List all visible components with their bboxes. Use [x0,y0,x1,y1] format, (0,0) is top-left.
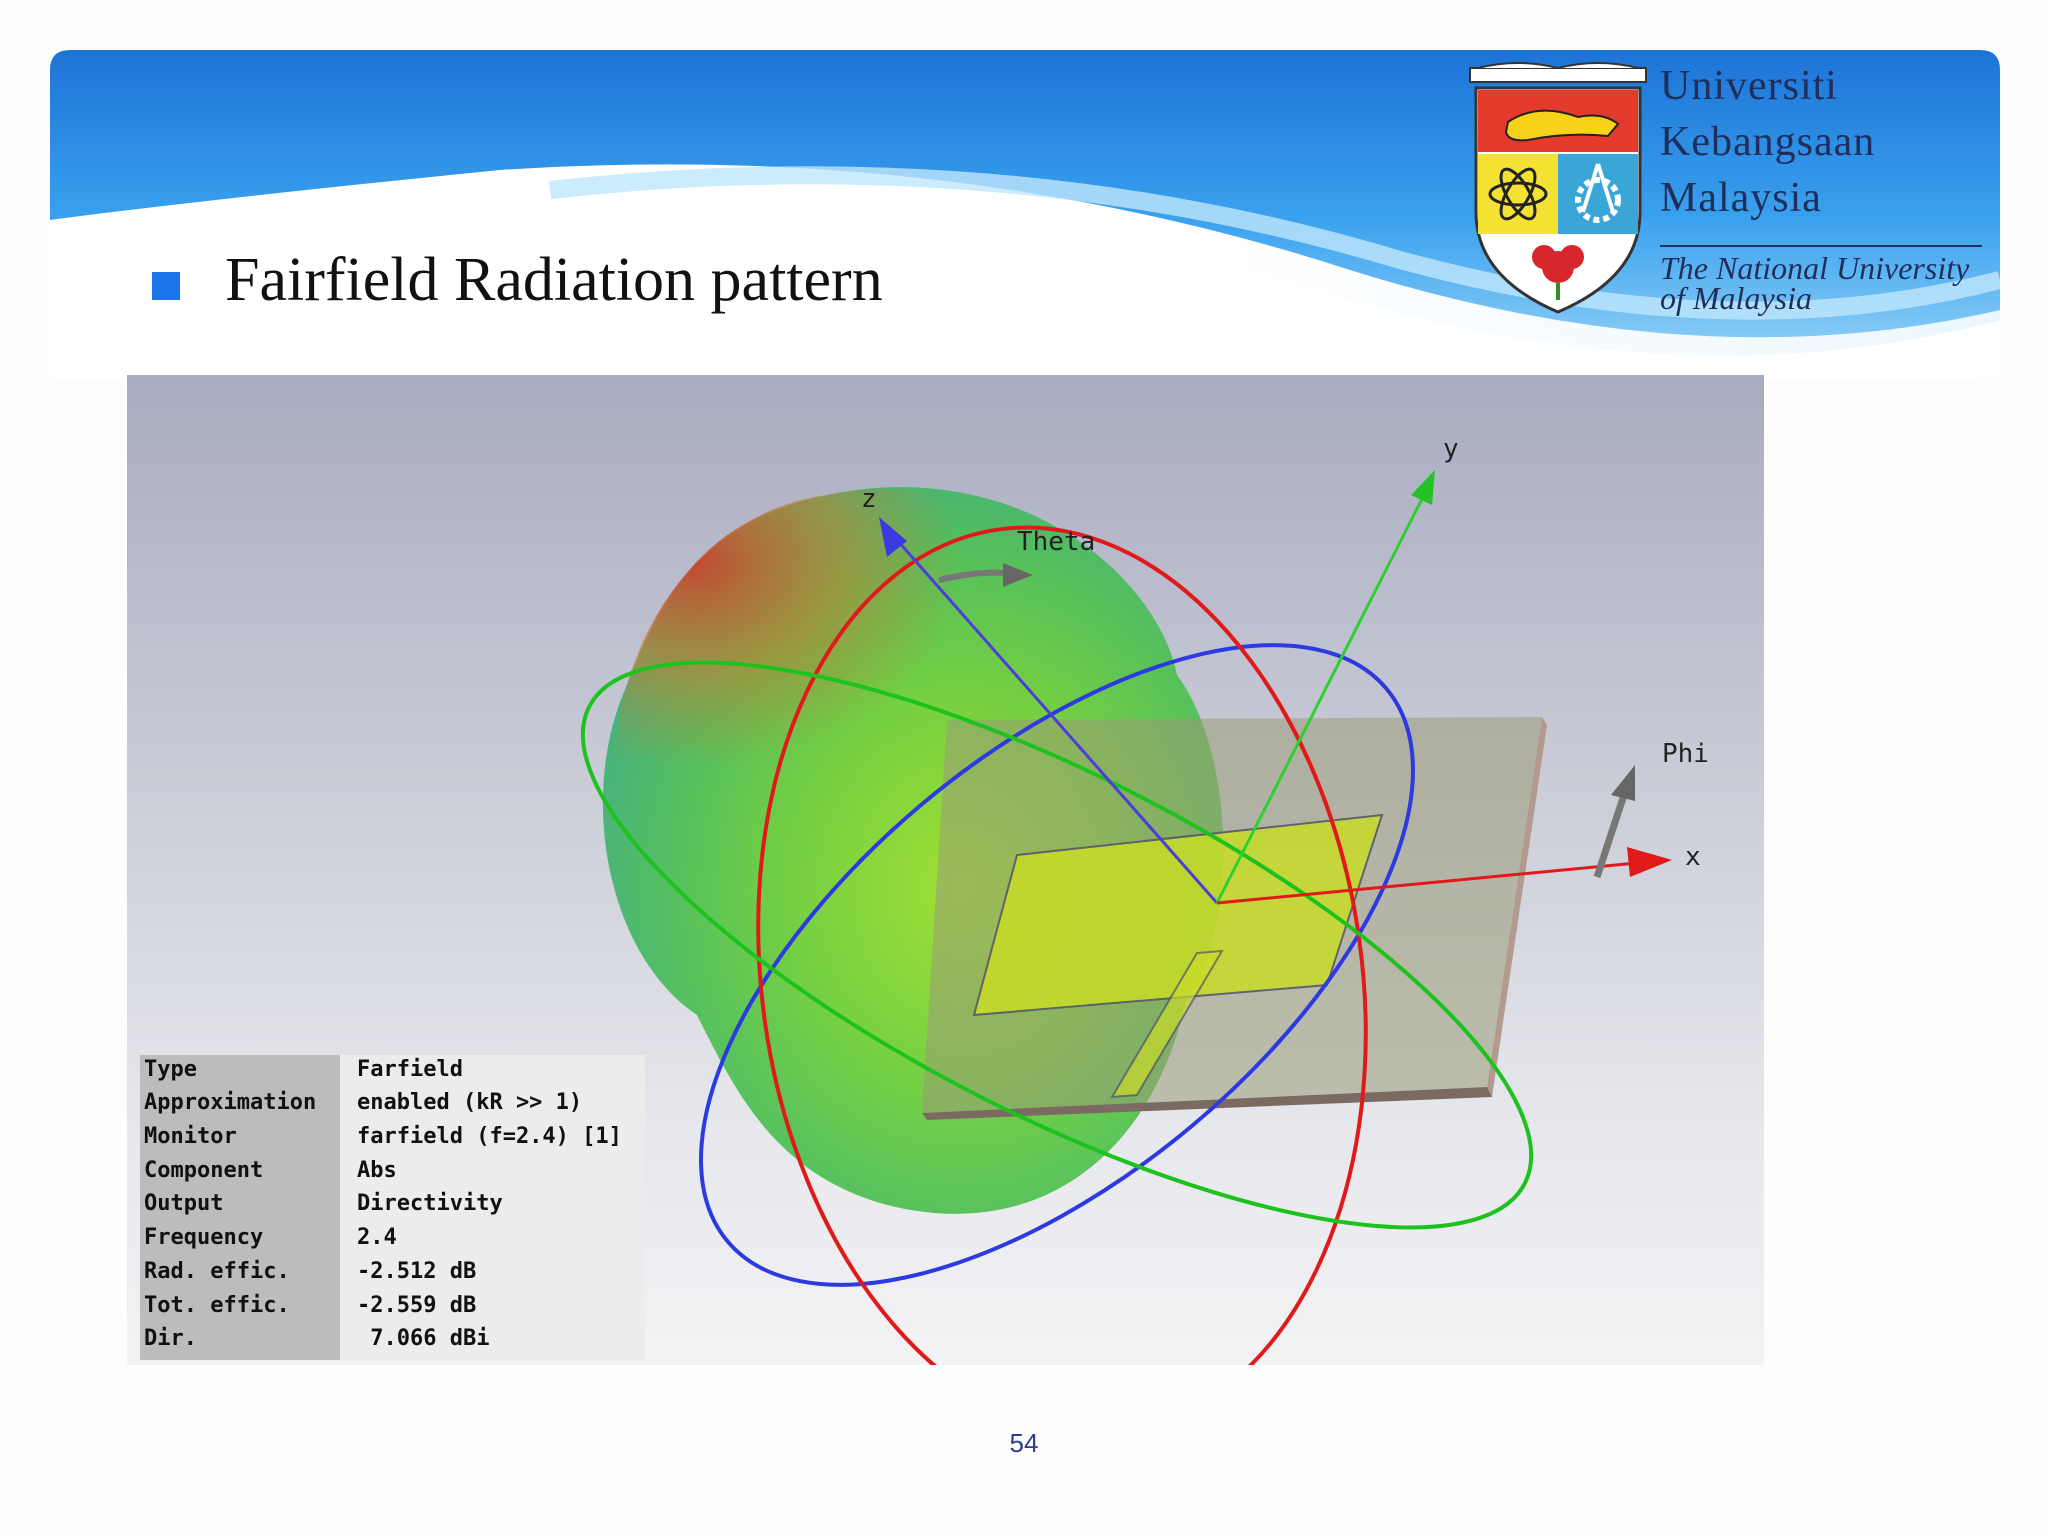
info-row-approximation: Approximation enabled (kR >> 1) [140,1088,645,1121]
y-axis-label: y [1443,434,1459,464]
theta-cut-green-ring [580,660,1534,1230]
farfield-info-table: Type Farfield Approximation enabled (kR … [140,1055,645,1360]
antenna-substrate [922,717,1547,1120]
university-english-line1: The National University [1660,250,1970,286]
z-axis-line [895,539,1219,904]
info-value: Farfield [357,1057,463,1082]
info-value: enabled (kR >> 1) [357,1090,583,1115]
z-axis-arrow-icon [879,517,907,557]
y-axis-line [1215,492,1427,904]
university-crest-icon [1469,62,1647,314]
info-key: Frequency [144,1225,264,1250]
info-key: Dir. [144,1326,197,1351]
info-value: farfield (f=2.4) [1] [357,1124,622,1149]
farfield-3d-viewport[interactable]: z y x Theta Phi Type Farfield Approximat… [127,375,1764,1365]
info-row-rad-effic: Rad. effic. -2.512 dB [140,1257,645,1290]
info-value: Directivity [357,1191,503,1216]
lobe-high-gain-region [615,488,1057,828]
z-axis-label: z [861,484,877,514]
theta-arrow-icon [1003,563,1033,587]
theta-direction-arrow [938,569,1006,583]
info-row-output: Output Directivity [140,1189,645,1222]
info-value: -2.512 dB [357,1259,477,1284]
info-row-frequency: Frequency 2.4 [140,1223,645,1256]
x-axis-arrow-icon [1627,847,1672,877]
info-key: Monitor [144,1124,237,1149]
radiation-pattern-scene: z y x Theta Phi [580,434,1709,1365]
page-number: 54 [1009,1428,1039,1458]
info-row-type: Type Farfield [140,1055,645,1088]
info-key: Approximation [144,1090,317,1115]
info-value: 2.4 [357,1225,397,1250]
info-row-dir: Dir. 7.066 dBi [140,1324,645,1357]
info-value: -2.559 dB [357,1293,477,1318]
info-row-monitor: Monitor farfield (f=2.4) [1] [140,1122,645,1155]
university-english-line2: of Malaysia [1660,280,1812,316]
x-axis-label: x [1685,842,1701,872]
info-row-tot-effic: Tot. effic. -2.559 dB [140,1291,645,1324]
phi-direction-arrow [1593,793,1628,879]
info-key: Rad. effic. [144,1259,290,1284]
university-logo: Universiti Kebangsaan Malaysia The Natio… [1468,62,1988,322]
university-name-line3: Malaysia [1660,175,1822,221]
y-axis-arrow-icon [1411,470,1435,505]
phi-arrow-icon [1611,765,1635,801]
info-key: Type [144,1057,197,1082]
slide-title: Fairfield Radiation pattern [225,246,883,314]
theta-label: Theta [1017,527,1095,557]
logo-divider [1660,245,1982,247]
info-value: Abs [357,1158,397,1183]
university-name-line2: Kebangsaan [1660,119,1876,165]
theta-cut-red-ring [756,525,1368,1365]
info-value: 7.066 dBi [357,1326,490,1351]
university-name-line1: Universiti [1660,63,1838,109]
bullet-marker [152,272,180,300]
info-key: Tot. effic. [144,1293,290,1318]
info-key: Output [144,1191,224,1216]
phi-cut-blue-ring [699,643,1415,1287]
info-row-component: Component Abs [140,1156,645,1189]
info-key: Component [144,1158,264,1183]
x-axis-line [1216,860,1648,905]
phi-label: Phi [1662,739,1709,769]
info-key-column [140,1055,340,1360]
